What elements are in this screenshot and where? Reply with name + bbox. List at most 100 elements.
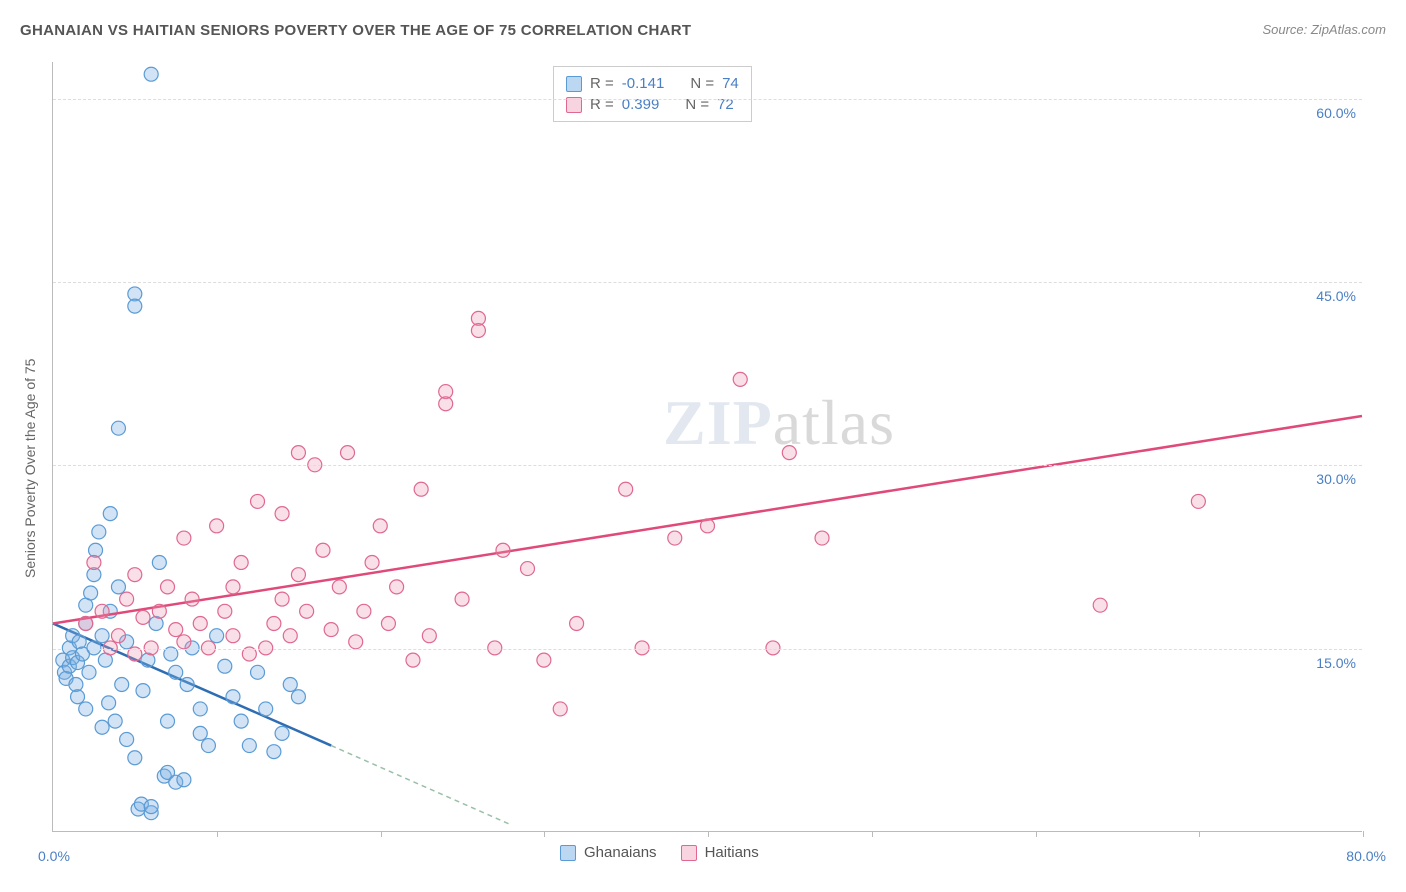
data-point <box>275 507 289 521</box>
r-label-1: R = <box>590 75 614 92</box>
data-point <box>291 690 305 704</box>
data-point <box>177 531 191 545</box>
data-point <box>108 714 122 728</box>
data-point <box>92 525 106 539</box>
n-label-1: N = <box>690 75 714 92</box>
data-point <box>79 617 93 631</box>
data-point <box>300 604 314 618</box>
legend-item-haitians: Haitians <box>681 844 759 861</box>
data-point <box>201 739 215 753</box>
data-point <box>177 635 191 649</box>
data-point <box>701 519 715 533</box>
data-point <box>496 543 510 557</box>
x-end-label: 80.0% <box>1346 848 1386 864</box>
data-point <box>234 555 248 569</box>
x-origin-label: 0.0% <box>38 848 70 864</box>
data-point <box>521 562 535 576</box>
stats-row-ghanaians: R = -0.141 N = 74 <box>566 73 739 94</box>
data-point <box>381 617 395 631</box>
data-point <box>324 623 338 637</box>
data-point <box>218 604 232 618</box>
data-point <box>1191 494 1205 508</box>
data-point <box>152 604 166 618</box>
data-point <box>291 446 305 460</box>
data-point <box>242 739 256 753</box>
data-point <box>128 568 142 582</box>
data-point <box>193 726 207 740</box>
data-point <box>619 482 633 496</box>
data-point <box>251 665 265 679</box>
chart-svg <box>53 62 1362 831</box>
data-point <box>103 507 117 521</box>
n-value-1: 74 <box>722 75 739 92</box>
legend: Ghanaians Haitians <box>560 844 759 861</box>
legend-item-ghanaians: Ghanaians <box>560 844 657 861</box>
data-point <box>128 299 142 313</box>
data-point <box>79 702 93 716</box>
data-point <box>115 678 129 692</box>
data-point <box>291 568 305 582</box>
swatch-blue-icon <box>566 76 582 92</box>
y-tick-label: 60.0% <box>1316 105 1356 121</box>
data-point <box>161 580 175 594</box>
data-point <box>111 421 125 435</box>
x-tick <box>217 831 218 837</box>
data-point <box>102 696 116 710</box>
data-point <box>782 446 796 460</box>
legend-label-2: Haitians <box>705 844 759 861</box>
data-point <box>414 482 428 496</box>
data-point <box>136 610 150 624</box>
plot-area: ZIPatlas R = -0.141 N = 74 R = 0.399 N =… <box>52 62 1362 832</box>
data-point <box>193 617 207 631</box>
data-point <box>267 745 281 759</box>
data-point <box>193 702 207 716</box>
data-point <box>234 714 248 728</box>
data-point <box>455 592 469 606</box>
gridline-h <box>53 649 1362 650</box>
source-name: ZipAtlas.com <box>1311 22 1386 37</box>
x-tick <box>1363 831 1364 837</box>
data-point <box>1093 598 1107 612</box>
data-point <box>185 592 199 606</box>
data-point <box>668 531 682 545</box>
data-point <box>439 397 453 411</box>
data-point <box>226 690 240 704</box>
data-point <box>111 580 125 594</box>
data-point <box>95 720 109 734</box>
data-point <box>341 446 355 460</box>
data-point <box>373 519 387 533</box>
data-point <box>210 629 224 643</box>
swatch-blue-icon <box>560 845 576 861</box>
data-point <box>553 702 567 716</box>
data-point <box>84 586 98 600</box>
data-point <box>815 531 829 545</box>
data-point <box>136 684 150 698</box>
r-value-1: -0.141 <box>622 75 665 92</box>
x-tick <box>1199 831 1200 837</box>
data-point <box>283 678 297 692</box>
source-label: Source: <box>1262 22 1310 37</box>
data-point <box>357 604 371 618</box>
data-point <box>390 580 404 594</box>
x-tick <box>1036 831 1037 837</box>
data-point <box>537 653 551 667</box>
source-attribution: Source: ZipAtlas.com <box>1262 22 1386 37</box>
data-point <box>169 665 183 679</box>
data-point <box>365 555 379 569</box>
y-tick-label: 15.0% <box>1316 655 1356 671</box>
data-point <box>226 580 240 594</box>
data-point <box>95 604 109 618</box>
x-tick <box>381 831 382 837</box>
data-point <box>144 67 158 81</box>
data-point <box>471 324 485 338</box>
data-point <box>180 678 194 692</box>
data-point <box>169 623 183 637</box>
chart-title: GHANAIAN VS HAITIAN SENIORS POVERTY OVER… <box>20 22 691 39</box>
data-point <box>177 773 191 787</box>
data-point <box>144 800 158 814</box>
stats-box: R = -0.141 N = 74 R = 0.399 N = 72 <box>553 66 752 122</box>
x-tick <box>872 831 873 837</box>
data-point <box>128 751 142 765</box>
data-point <box>733 372 747 386</box>
gridline-h <box>53 465 1362 466</box>
